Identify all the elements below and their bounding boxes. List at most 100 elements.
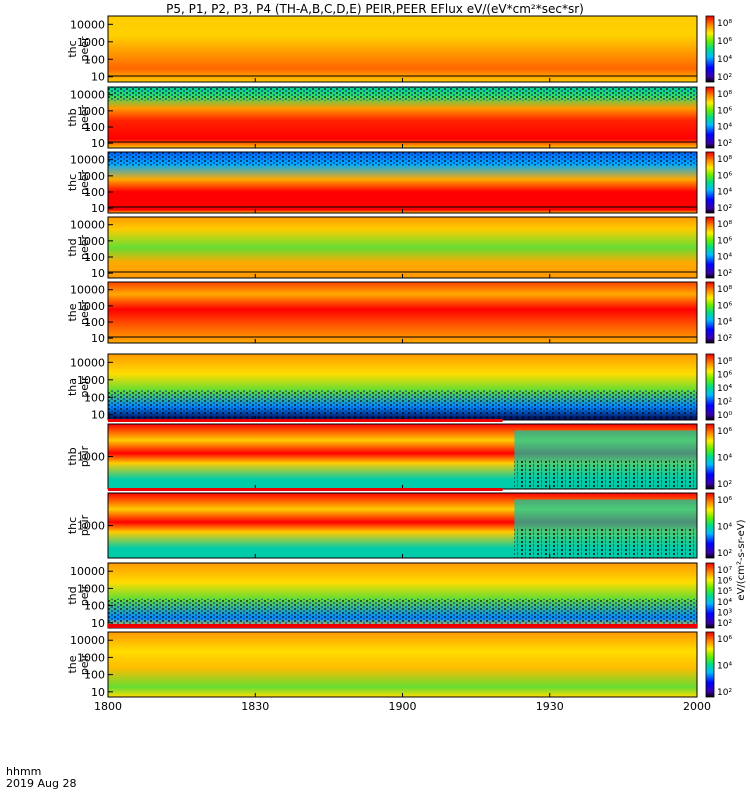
y-tick-label: 1000 [77,235,105,248]
colorbar-tick-label: 10³ [717,608,732,618]
colorbar [705,562,715,629]
colorbar-tick-label: 10² [717,269,732,279]
y-tick-label: 1000 [77,374,105,387]
colorbar-tick-label: 10² [717,688,732,698]
y-axis-label-probe: thb [66,108,79,126]
y-axis-label-probe: thb [66,447,79,465]
y-tick-label: 10000 [70,634,105,647]
colorbar-tick-label: 10² [717,619,732,629]
spectrogram-panel-1: 10 100 1000 10000 thc peer 10⁸ 10⁶ 10⁴ 10² [66,15,732,84]
y-tick-label: 10 [91,71,105,84]
spectrogram-panel-4: 10 100 1000 10000 thd peer 10⁸ 10⁶ 10⁴ 10² [66,216,732,280]
y-axis-label-probe: thc [66,174,79,191]
y-tick-label: 1000 [77,651,105,664]
y-axis-label-product: peer [78,300,91,326]
noise-region [108,598,697,628]
figure-title: P5, P1, P2, P3, P4 (TH-A,B,C,D,E) PEIR,P… [166,2,584,16]
y-axis-label-product: peer [78,105,91,131]
y-tick-label: 10 [91,137,105,150]
colorbar-tick-label: 10⁴ [717,384,732,394]
colorbar-tick-label: 10⁶ [717,577,732,587]
y-tick-label: 10 [91,686,105,699]
colorbar-tick-label: 10² [717,139,732,149]
colorbar [705,281,715,344]
colorbar [705,423,715,490]
noise-region [108,87,697,101]
y-tick-label: 100 [84,600,105,613]
y-axis-label-probe: thd [66,238,79,256]
date-label: 2019 Aug 28 [6,777,77,790]
heatmap-field [108,632,697,697]
colorbar [705,151,715,214]
y-tick-label: 10 [91,409,105,422]
colorbar-tick-label: 10² [717,398,732,408]
colorbar-tick-label: 10⁴ [717,188,732,198]
x-tick-label: 1830 [241,700,269,713]
y-tick-label: 10000 [70,154,105,167]
y-tick-label: 100 [84,121,105,134]
y-tick-label: 100 [84,53,105,66]
noise-region [108,152,697,166]
colorbar-tick-label: 10⁴ [717,55,732,65]
colorbar-tick-label: 10² [717,480,732,490]
spectrogram-panel-5: 10 100 1000 10000 the peer 10⁸ 10⁶ 10⁴ 10² [66,281,732,345]
colorbar-tick-label: 10⁸ [717,220,732,230]
y-tick-label: 10000 [70,284,105,297]
y-tick-label: 10 [91,202,105,215]
noise-region [108,390,697,420]
mode-bar [108,624,697,628]
y-tick-label: 1000 [77,451,105,464]
colorbar-tick-label: 10⁶ [717,106,732,116]
colorbar-tick-label: 10⁴ [717,253,732,263]
y-tick-label: 10 [91,267,105,280]
colorbar-tick-label: 10⁶ [717,171,732,181]
heatmap-field [108,16,697,82]
colorbar-tick-label: 10⁴ [717,454,732,464]
colorbar-tick-label: 10⁶ [717,301,732,311]
colorbar-tick-label: 10⁶ [717,635,732,645]
y-tick-label: 1000 [77,36,105,49]
colorbar-tick-label: 10⁶ [717,371,732,381]
colorbar [705,631,715,698]
y-axis-label-product: peir [78,653,91,675]
y-tick-label: 100 [84,316,105,329]
y-tick-label: 10 [91,332,105,345]
y-tick-label: 10000 [70,89,105,102]
x-tick-label: 2000 [683,700,711,713]
y-tick-label: 1000 [77,105,105,118]
colorbar-tick-label: 10⁴ [717,523,732,533]
noise-region [514,528,697,558]
y-axis-label-probe: thc [66,40,79,57]
colorbar-tick-label: 10⁸ [717,155,732,165]
colorbar-tick-label: 10⁷ [717,566,732,576]
y-tick-label: 10000 [70,356,105,369]
colorbar-tick-label: 10⁶ [717,427,732,437]
y-tick-label: 100 [84,186,105,199]
colorbar [705,492,715,559]
y-tick-label: 1000 [77,520,105,533]
y-tick-label: 10000 [70,18,105,31]
y-axis-label-product: peer [78,235,91,261]
spectrogram-panel-10: 10 100 1000 10000 the peir 10⁶ 10⁴ 10² [66,624,732,699]
y-tick-label: 1000 [77,300,105,313]
colorbar-tick-label: 10⁴ [717,662,732,672]
y-axis-label-probe: the [66,303,79,321]
spectrogram-panel-3: 10 100 1000 10000 thc peer 10⁸ 10⁶ 10⁴ 10² [66,151,732,215]
colorbar-tick-label: 10⁵ [717,587,732,597]
y-axis-label-product: peer [78,36,91,62]
x-tick-label: 1900 [389,700,417,713]
colorbar-tick-label: 10⁴ [717,318,732,328]
colorbar-tick-label: 10⁸ [717,357,732,367]
colorbar-tick-label: 10⁶ [717,37,732,47]
y-axis-label-product: peir [78,376,91,398]
colorbar [705,216,715,279]
spectrogram-panel-2: 10 100 1000 10000 thb peer 10⁸ 10⁶ 10⁴ 10² [66,86,732,150]
y-tick-label: 100 [84,251,105,264]
y-tick-label: 10000 [70,565,105,578]
y-tick-label: 1000 [77,170,105,183]
